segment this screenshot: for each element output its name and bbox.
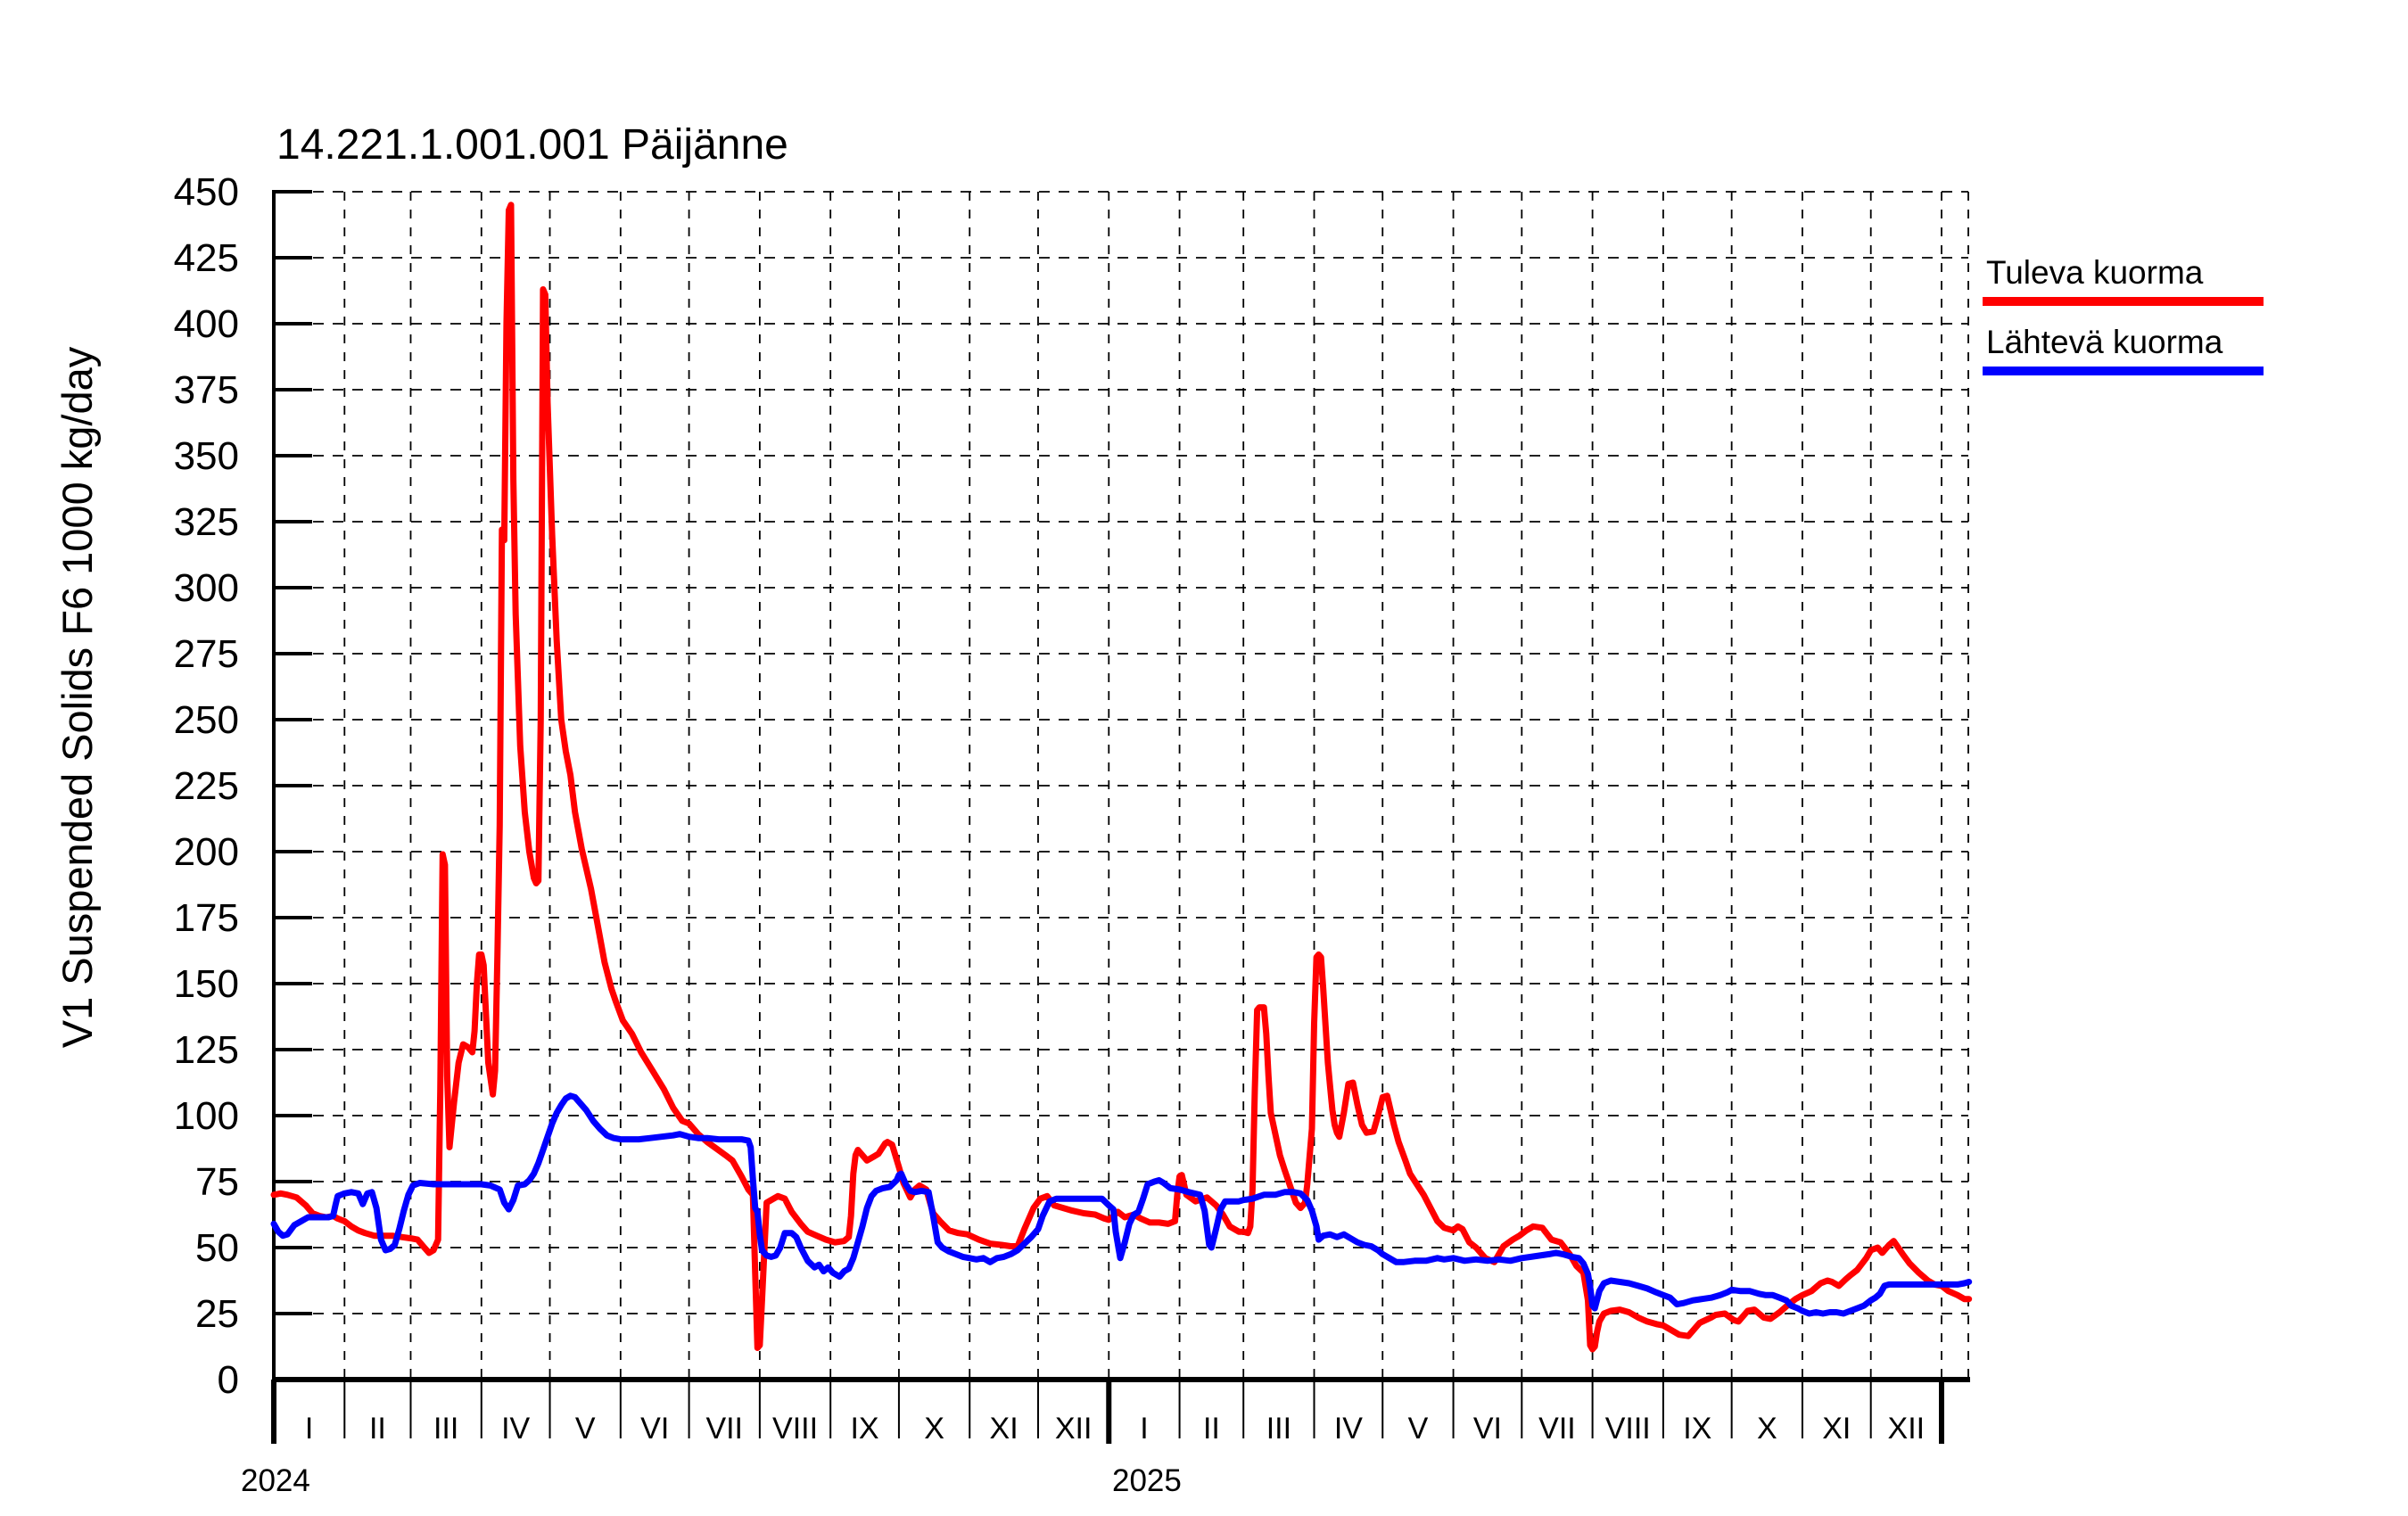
month-label: XI (990, 1412, 1018, 1446)
y-tick-label: 250 (174, 698, 239, 742)
series-line-lahteva-kuorma (270, 1092, 1973, 1317)
month-label: XII (1888, 1412, 1926, 1446)
legend-label-lahteva-kuorma: Lähtevä kuorma (1986, 324, 2223, 360)
y-tick-label: 300 (174, 566, 239, 610)
y-tick-label: 400 (174, 302, 239, 346)
month-label: I (1140, 1412, 1148, 1446)
y-tick-label: 375 (174, 368, 239, 412)
y-tick-label: 325 (174, 500, 239, 544)
legend-swatch-tuleva-kuorma (1983, 297, 2264, 306)
y-tick-label: 200 (174, 830, 239, 874)
month-label: II (369, 1412, 386, 1446)
series-line-tuleva-kuorma (270, 202, 1973, 1353)
month-label: VI (1473, 1412, 1502, 1446)
month-label: VIII (772, 1412, 818, 1446)
month-label: III (433, 1412, 458, 1446)
month-label: IV (1334, 1412, 1363, 1446)
y-tick-label: 0 (218, 1358, 239, 1402)
month-label: VII (705, 1412, 743, 1446)
month-label: VIII (1605, 1412, 1651, 1446)
month-label: I (305, 1412, 313, 1446)
y-tick-label: 50 (195, 1226, 239, 1270)
y-tick-label: 425 (174, 236, 239, 280)
y-tick-label: 225 (174, 764, 239, 808)
month-label: X (1757, 1412, 1777, 1446)
y-tick-label: 175 (174, 896, 239, 940)
month-label: III (1266, 1412, 1291, 1446)
y-tick-label: 150 (174, 962, 239, 1006)
month-label: IX (850, 1412, 878, 1446)
y-tick-label: 350 (174, 434, 239, 478)
month-label: XII (1055, 1412, 1093, 1446)
month-label: IX (1683, 1412, 1711, 1446)
month-label: X (924, 1412, 944, 1446)
legend-swatch-lahteva-kuorma (1983, 367, 2264, 375)
month-label: VII (1538, 1412, 1576, 1446)
y-tick-label: 125 (174, 1028, 239, 1072)
month-label: V (1408, 1412, 1429, 1446)
legend-label-tuleva-kuorma: Tuleva kuorma (1986, 254, 2204, 291)
y-tick-label: 25 (195, 1292, 239, 1336)
plot-area: 0 25 50 75 100 125 150 175 200 225 250 275 300 325 350… (174, 170, 1973, 1498)
y-tick-label: 100 (174, 1094, 239, 1138)
y-tick-label: 275 (174, 632, 239, 676)
year-label: 2025 (1112, 1463, 1182, 1498)
month-label: IV (501, 1412, 530, 1446)
month-label: V (575, 1412, 596, 1446)
month-label: VI (640, 1412, 669, 1446)
month-label: XI (1822, 1412, 1851, 1446)
y-tick-label: 450 (174, 170, 239, 214)
chart-title: 14.221.1.001.001 Päijänne (276, 121, 788, 169)
legend: Tuleva kuorma Lähtevä kuorma (1983, 254, 2264, 375)
month-label: II (1203, 1412, 1220, 1446)
year-label: 2024 (241, 1463, 310, 1498)
y-axis-title: V1 Suspended Solids F6 1000 kg/day (54, 346, 101, 1048)
y-tick-label: 75 (195, 1160, 239, 1204)
